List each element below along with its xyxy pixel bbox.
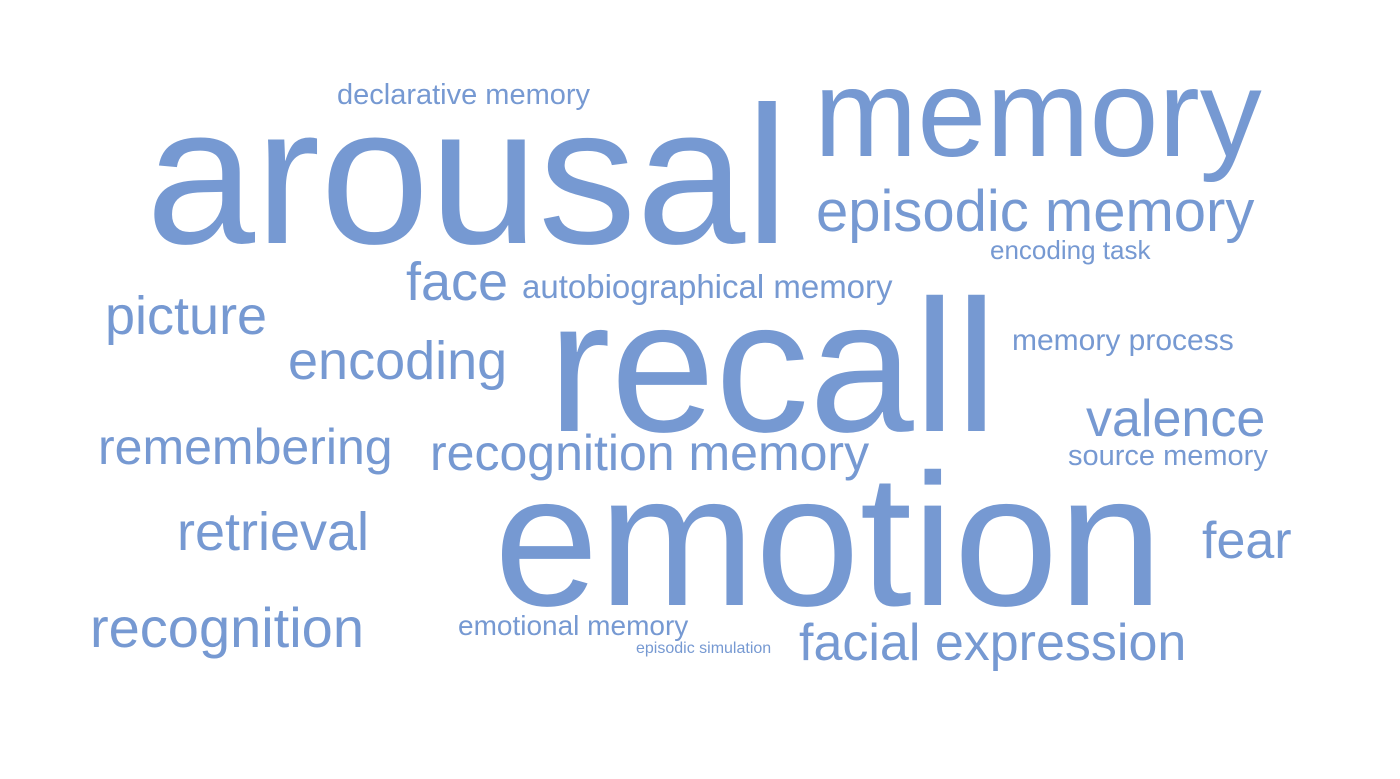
word-picture: picture (105, 286, 268, 346)
word-facial-expression: facial expression (799, 614, 1187, 672)
word-remembering: remembering (98, 419, 393, 475)
word-face: face (406, 252, 509, 312)
word-declarative-memory: declarative memory (337, 79, 591, 111)
word-emotional-memory: emotional memory (458, 610, 689, 641)
word-memory-process: memory process (1012, 324, 1234, 357)
word-emotion: emotion (494, 435, 1163, 645)
word-fear: fear (1202, 512, 1292, 570)
word-encoding-task: encoding task (990, 235, 1151, 265)
word-source-memory: source memory (1068, 440, 1268, 472)
word-valence: valence (1086, 390, 1266, 448)
word-memory: memory (814, 45, 1262, 183)
word-recall: recall (548, 261, 998, 471)
word-arousal: arousal (146, 66, 789, 285)
word-recognition-memory: recognition memory (430, 425, 870, 481)
word-autobiographical-memory: autobiographical memory (522, 268, 893, 305)
word-recognition: recognition (90, 596, 364, 659)
word-retrieval: retrieval (177, 502, 370, 562)
word-encoding: encoding (288, 331, 508, 391)
word-episodic-simulation: episodic simulation (636, 640, 772, 657)
word-episodic-memory: episodic memory (816, 179, 1255, 244)
